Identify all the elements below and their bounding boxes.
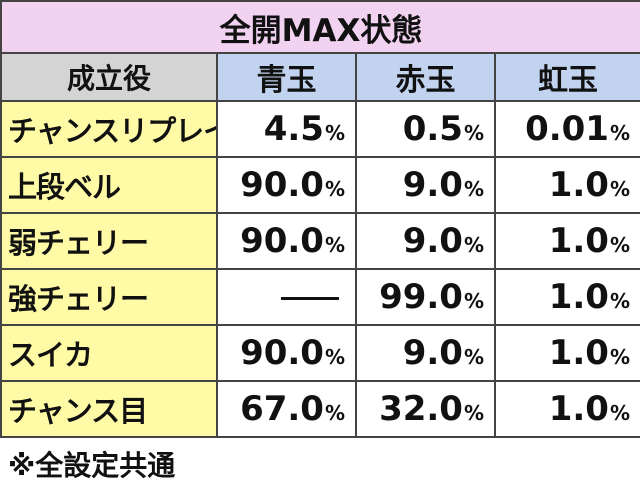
value-cell: 32.0%	[355, 380, 496, 438]
value-number: 1.0	[548, 389, 609, 429]
dash-value: —	[345, 277, 346, 278]
percent-unit: %	[463, 289, 484, 313]
table-row: チャンスリプレイ 4.5% 0.5% 0.01%	[0, 100, 640, 158]
percent-unit: %	[609, 177, 630, 201]
percent-unit: %	[609, 121, 630, 145]
value-cell: 0.5%	[355, 100, 496, 158]
value-cell: 9.0%	[355, 324, 496, 382]
percent-unit: %	[463, 177, 484, 201]
value-number: 1.0	[548, 277, 609, 317]
value-cell: 90.0%	[216, 156, 357, 214]
value-number: 1.0	[548, 221, 609, 261]
title-row: 全開MAX状態	[0, 0, 640, 54]
value-cell: 1.0%	[494, 380, 640, 438]
row-label: 弱チェリー	[0, 212, 218, 270]
value-number: 0.01	[525, 109, 609, 149]
percent-unit: %	[463, 401, 484, 425]
percent-unit: %	[324, 345, 345, 369]
percent-unit: %	[324, 233, 345, 257]
table-row: 弱チェリー 90.0% 9.0% 1.0%	[0, 212, 640, 270]
percent-unit: %	[609, 233, 630, 257]
value-number: 99.0	[379, 277, 463, 317]
row-label: 上段ベル	[0, 156, 218, 214]
value-cell: —	[216, 268, 357, 326]
value-number: 32.0	[379, 389, 463, 429]
row-label: 強チェリー	[0, 268, 218, 326]
table-row: スイカ 90.0% 9.0% 1.0%	[0, 324, 640, 382]
value-number: 9.0	[402, 221, 463, 261]
header-row: 成立役 青玉 赤玉 虹玉	[0, 52, 640, 102]
header-col-red: 赤玉	[355, 52, 496, 102]
table-title: 全開MAX状態	[0, 0, 640, 54]
value-number: 9.0	[402, 333, 463, 373]
value-number: 67.0	[240, 389, 324, 429]
header-label: 成立役	[0, 52, 218, 102]
value-cell: 9.0%	[355, 212, 496, 270]
percent-unit: %	[609, 345, 630, 369]
footnote: ※全設定共通	[8, 449, 176, 482]
row-label: チャンス目	[0, 380, 218, 438]
value-number: 0.5	[402, 109, 463, 149]
row-label: チャンスリプレイ	[0, 100, 218, 158]
value-number: 90.0	[240, 165, 324, 205]
value-cell: 4.5%	[216, 100, 357, 158]
value-cell: 1.0%	[494, 268, 640, 326]
row-label: スイカ	[0, 324, 218, 382]
value-cell: 90.0%	[216, 212, 357, 270]
percent-unit: %	[463, 345, 484, 369]
value-number: 90.0	[240, 221, 324, 261]
header-col-blue: 青玉	[216, 52, 357, 102]
percent-unit: %	[609, 289, 630, 313]
percent-unit: %	[463, 233, 484, 257]
value-cell: 1.0%	[494, 324, 640, 382]
table-row: 強チェリー—99.0%1.0%	[0, 268, 640, 326]
value-number: 90.0	[240, 333, 324, 373]
probability-table: 全開MAX状態 成立役 青玉 赤玉 虹玉 チャンスリプレイ 4.5% 0.5% 0.0…	[0, 0, 640, 438]
percent-unit: %	[609, 401, 630, 425]
value-cell: 0.01%	[494, 100, 640, 158]
value-cell: 1.0%	[494, 212, 640, 270]
value-number: 1.0	[548, 165, 609, 205]
value-number: 1.0	[548, 333, 609, 373]
dash-mark	[281, 297, 339, 300]
value-cell: 99.0%	[355, 268, 496, 326]
table-body: チャンスリプレイ 4.5% 0.5% 0.01% 上段ベル 90.0% 9.0% 1.0% 弱チ…	[0, 100, 640, 438]
percent-unit: %	[324, 121, 345, 145]
table-row: 上段ベル 90.0% 9.0% 1.0%	[0, 156, 640, 214]
percent-unit: %	[324, 177, 345, 201]
value-cell: 1.0%	[494, 156, 640, 214]
value-cell: 90.0%	[216, 324, 357, 382]
value-cell: 67.0%	[216, 380, 357, 438]
percent-unit: %	[324, 401, 345, 425]
header-col-rainbow: 虹玉	[494, 52, 640, 102]
value-number: 9.0	[402, 165, 463, 205]
percent-unit: %	[463, 121, 484, 145]
value-number: 4.5	[263, 109, 324, 149]
table-row: チャンス目 67.0% 32.0% 1.0%	[0, 380, 640, 438]
value-cell: 9.0%	[355, 156, 496, 214]
